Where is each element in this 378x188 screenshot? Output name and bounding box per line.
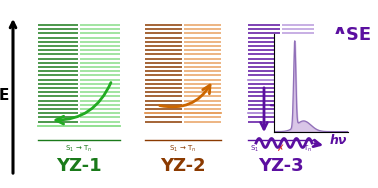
FancyArrowPatch shape [271,94,305,105]
Text: E: E [0,89,9,104]
Text: hν: hν [330,134,347,148]
Text: S$_1$ → T$_n$: S$_1$ → T$_n$ [169,144,197,154]
Text: YZ-2: YZ-2 [160,157,206,175]
Text: YZ-1: YZ-1 [56,157,102,175]
Text: YZ-3: YZ-3 [258,157,304,175]
FancyArrowPatch shape [160,85,210,107]
FancyArrowPatch shape [56,83,111,124]
Text: S$_1$ → T$_n$: S$_1$ → T$_n$ [65,144,93,154]
Text: T$_n$: T$_n$ [303,144,312,154]
Text: ASE: ASE [333,26,372,44]
Text: ✗: ✗ [277,144,285,153]
Text: S$_1$: S$_1$ [250,144,259,154]
Text: ✗: ✗ [282,83,296,101]
